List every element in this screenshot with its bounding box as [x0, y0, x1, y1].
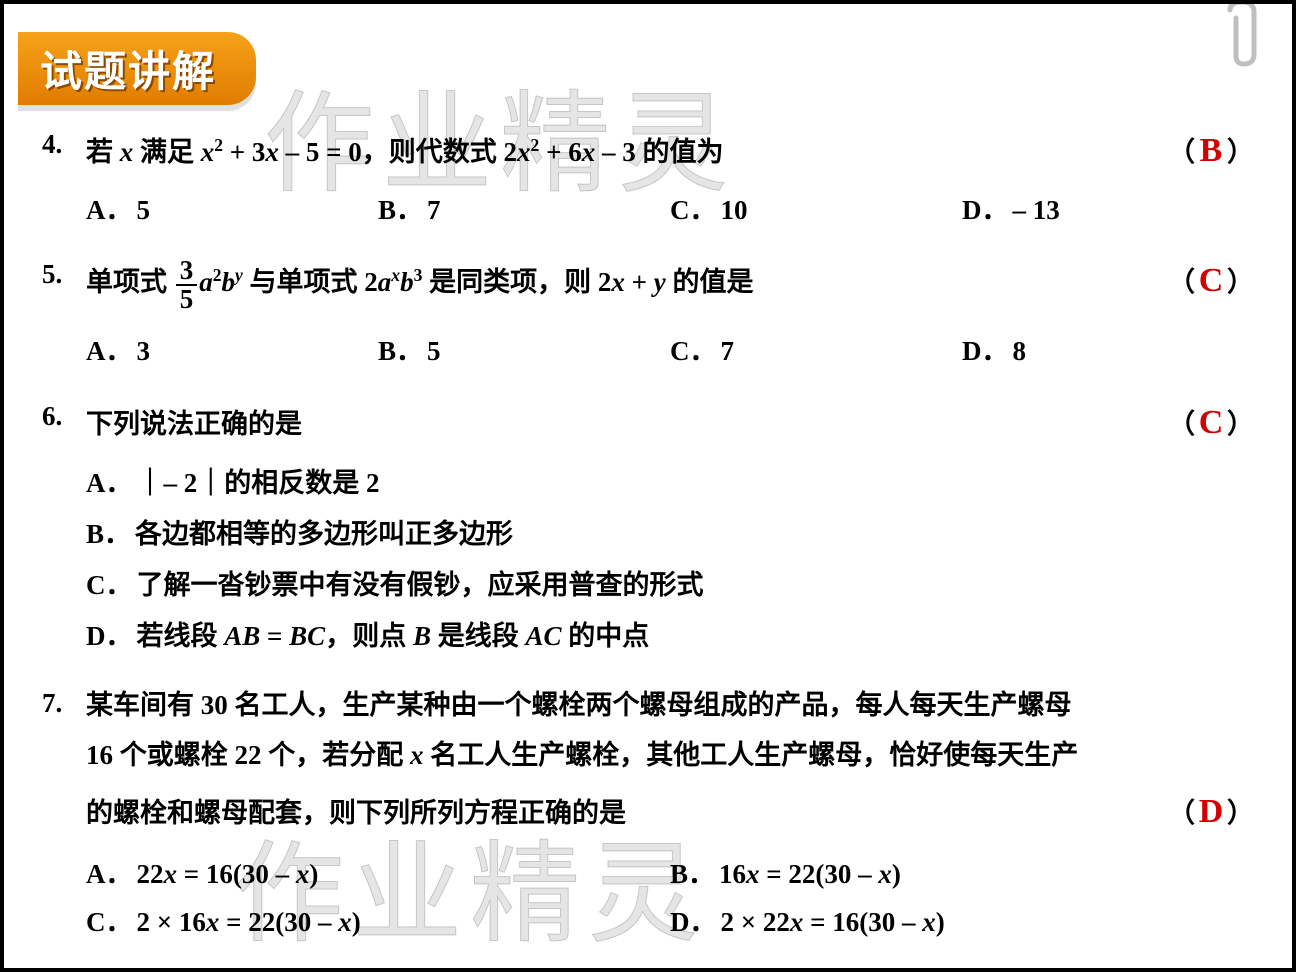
q7-options: A．22x = 16(30 – x) B．16x = 22(30 – x) C．…: [86, 850, 1254, 947]
q7-opt-a: A．22x = 16(30 – x): [86, 850, 670, 899]
q6-answer: C: [1195, 394, 1227, 452]
q5-t2: 与单项式: [243, 267, 365, 297]
q6-opt-a: A．｜– 2｜的相反数是 2: [86, 458, 1254, 509]
q5-answer-slot: （C）: [1168, 252, 1254, 310]
q4-t4: 的值为: [636, 137, 724, 167]
q5-opt-c: C．7: [670, 327, 962, 376]
title-banner: 试题讲解: [18, 32, 256, 105]
q7-answer: D: [1195, 781, 1227, 844]
q4-answer-slot: （B）: [1168, 122, 1254, 180]
question-6: 6. 下列说法正确的是 （C） A．｜– 2｜的相反数是 2 B．各边都相等的多…: [42, 394, 1254, 663]
q7-opt-c: C．2 × 16x = 22(30 – x): [86, 898, 670, 947]
content-area: 4. 若 x 满足 x2 + 3x – 5 = 0，则代数式 2x2 + 6x …: [42, 122, 1254, 965]
q6-opt-b: B．各边都相等的多边形叫正多边形: [86, 509, 1254, 560]
q5-t4: 的值是: [666, 267, 754, 297]
title-text: 试题讲解: [40, 48, 216, 95]
q5-opt-d: D．8: [962, 327, 1254, 376]
q6-opt-d: D．若线段 AB = BC，则点 B 是线段 AC 的中点: [86, 611, 1254, 662]
question-7: 7. 某车间有 30 名工人，生产某种由一个螺栓两个螺母组成的产品，每人每天生产…: [42, 681, 1254, 947]
paren-l: （: [1168, 137, 1195, 167]
q5-options: A．3 B．5 C．7 D．8: [86, 327, 1254, 376]
q6-number: 6.: [42, 394, 86, 440]
q5-opt-b: B．5: [378, 327, 670, 376]
page-frame: 试题讲解 作业精灵 作业精灵 4. 若 x 满足 x2 + 3x – 5 = 0…: [0, 0, 1296, 972]
q7-answer-slot: （D）: [1168, 781, 1254, 844]
q4-t1: 若: [86, 137, 120, 167]
q4-opt-d: D．– 13: [962, 186, 1254, 235]
q7-opt-b: B．16x = 22(30 – x): [670, 850, 1254, 899]
q5-t1: 单项式: [86, 267, 174, 297]
question-4: 4. 若 x 满足 x2 + 3x – 5 = 0，则代数式 2x2 + 6x …: [42, 122, 1254, 234]
q7-line3: 的螺栓和螺母配套，则下列所列方程正确的是: [86, 789, 1168, 839]
q4-opt-b: B．7: [378, 186, 670, 235]
q5-opt-a: A．3: [86, 327, 378, 376]
q4-stem: 若 x 满足 x2 + 3x – 5 = 0，则代数式 2x2 + 6x – 3…: [86, 130, 1168, 176]
paren-r: ）: [1227, 137, 1254, 167]
q6-opt-c: C．了解一沓钞票中有没有假钞，应采用普查的形式: [86, 560, 1254, 611]
q7-line2: 16 个或螺栓 22 个，若分配 x 名工人生产螺栓，其他工人生产螺母，恰好使每…: [86, 731, 1254, 781]
q7-line1: 某车间有 30 名工人，生产某种由一个螺栓两个螺母组成的产品，每人每天生产螺母: [86, 681, 1254, 731]
q6-stem: 下列说法正确的是: [86, 402, 1168, 448]
q6-answer-slot: （C）: [1168, 394, 1254, 452]
q4-opt-a: A．5: [86, 186, 378, 235]
paper-clip: [1222, 0, 1262, 70]
q4-answer: B: [1195, 122, 1227, 180]
question-5: 5. 单项式 35a2by 与单项式 2axb3 是同类项，则 2x + y 的…: [42, 252, 1254, 375]
q4-t3: ，则代数式: [362, 137, 504, 167]
q7-opt-d: D．2 × 22x = 16(30 – x): [670, 898, 1254, 947]
q4-opt-c: C．10: [670, 186, 962, 235]
q7-number: 7.: [42, 681, 86, 727]
q5-answer: C: [1195, 252, 1227, 310]
q6-options: A．｜– 2｜的相反数是 2 B．各边都相等的多边形叫正多边形 C．了解一沓钞票…: [86, 458, 1254, 663]
q5-number: 5.: [42, 252, 86, 298]
q4-options: A．5 B．7 C．10 D．– 13: [86, 186, 1254, 235]
q4-number: 4.: [42, 122, 86, 168]
q4-t2: 满足: [133, 137, 201, 167]
q5-stem: 单项式 35a2by 与单项式 2axb3 是同类项，则 2x + y 的值是: [86, 257, 1168, 313]
q5-t3: 是同类项，则: [422, 267, 598, 297]
